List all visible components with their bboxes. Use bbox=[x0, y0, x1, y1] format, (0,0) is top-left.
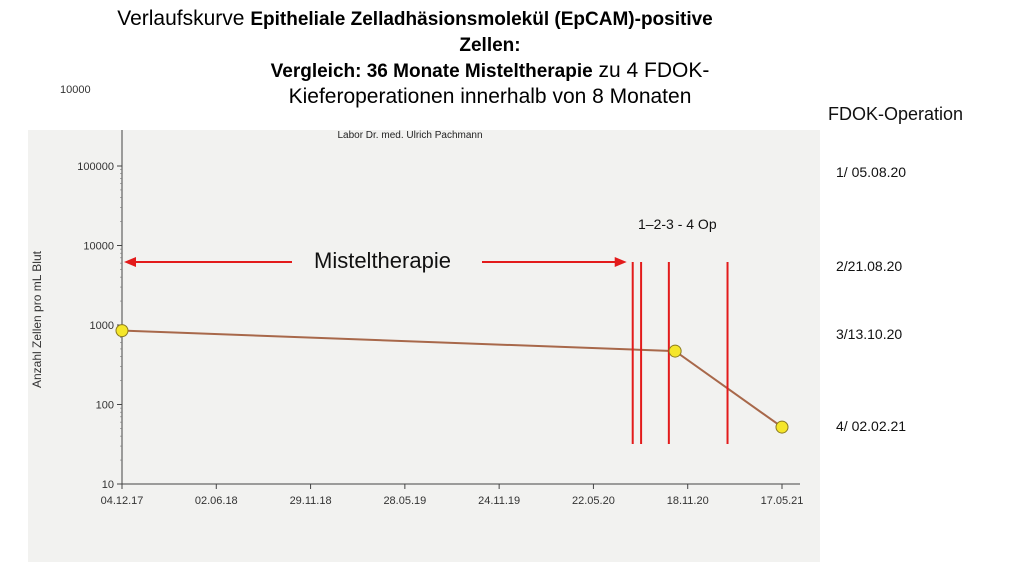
x-tick-label: 29.11.18 bbox=[290, 495, 332, 507]
title-line3-bold: Vergleich: 36 Monate Misteltherapie bbox=[270, 61, 593, 82]
data-point-1 bbox=[115, 324, 129, 338]
stray-axis-label: 10000 bbox=[60, 84, 91, 96]
x-tick-label: 22.05.20 bbox=[572, 495, 615, 507]
arrow-left-head bbox=[124, 257, 136, 267]
arrow-right-head bbox=[614, 257, 627, 267]
y-tick-label: 100 bbox=[96, 400, 114, 412]
chart-background bbox=[28, 130, 820, 562]
title-line3-suffix: zu 4 FDOK- bbox=[592, 59, 710, 82]
annotation-misteltherapie: Misteltherapie bbox=[310, 248, 455, 274]
operation-item-1: 1/ 05.08.20 bbox=[836, 164, 907, 180]
y-tick-label: 10000 bbox=[83, 241, 114, 253]
y-tick-label: 10 bbox=[102, 479, 114, 491]
operation-item-4: 4/ 02.02.21 bbox=[836, 418, 907, 434]
x-tick-label: 18.11.20 bbox=[667, 495, 709, 507]
data-point-2 bbox=[668, 344, 682, 358]
x-tick-label: 17.05.21 bbox=[761, 495, 804, 507]
x-tick-label: 04.12.17 bbox=[101, 495, 144, 507]
y-tick-label: 100000 bbox=[77, 161, 114, 173]
chart-subtitle: Labor Dr. med. Ulrich Pachmann bbox=[337, 130, 483, 141]
side-panel-header: FDOK-Operation bbox=[828, 104, 964, 124]
y-tick-label: 1000 bbox=[90, 320, 114, 332]
annotation-operations: 1–2-3 - 4 Op bbox=[638, 216, 717, 232]
chart-title: Verlaufskurve Epitheliale Zelladhäsionsm… bbox=[40, 6, 940, 109]
x-tick-label: 02.06.18 bbox=[195, 495, 238, 507]
x-tick-label: 28.05.19 bbox=[383, 495, 426, 507]
operation-item-2: 2/21.08.20 bbox=[836, 258, 903, 274]
series-line bbox=[121, 329, 783, 428]
x-tick-label: 24.11.19 bbox=[478, 495, 520, 507]
operation-item-3: 3/13.10.20 bbox=[836, 326, 903, 342]
title-line4: Kieferoperationen innerhalb von 8 Monate… bbox=[288, 85, 692, 108]
data-point-3 bbox=[775, 420, 789, 434]
title-line2: Zellen: bbox=[459, 35, 521, 56]
title-line1-prefix: Verlaufskurve bbox=[117, 7, 251, 30]
title-line1-bold: Epitheliale Zelladhäsionsmolekül (EpCAM)… bbox=[250, 9, 713, 30]
